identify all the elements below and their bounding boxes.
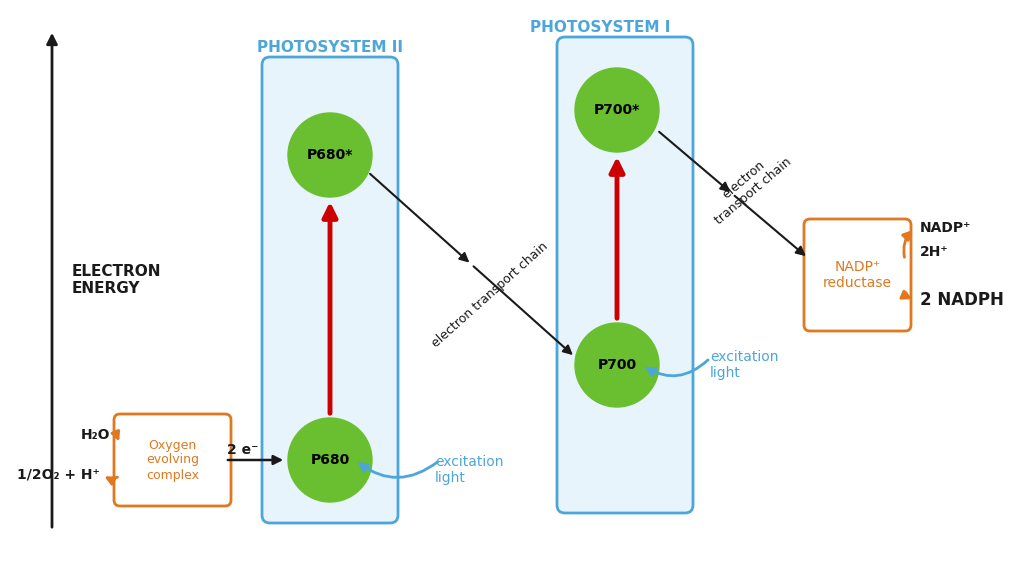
Text: NADP⁺: NADP⁺ (920, 221, 972, 235)
Text: electron
transport chain: electron transport chain (702, 143, 794, 226)
Text: excitation
light: excitation light (435, 455, 504, 485)
Text: 1/2O₂ + H⁺: 1/2O₂ + H⁺ (17, 468, 100, 482)
Text: H₂O: H₂O (81, 428, 110, 442)
Circle shape (575, 323, 659, 407)
Text: excitation
light: excitation light (710, 350, 778, 380)
Text: Oxygen
evolving
complex: Oxygen evolving complex (146, 438, 199, 482)
Circle shape (288, 418, 372, 502)
Text: P680: P680 (310, 453, 349, 467)
Text: PHOTOSYSTEM II: PHOTOSYSTEM II (257, 40, 403, 55)
FancyBboxPatch shape (804, 219, 911, 331)
Text: P700: P700 (597, 358, 637, 372)
Text: P700*: P700* (594, 103, 640, 117)
Text: PHOTOSYSTEM I: PHOTOSYSTEM I (529, 20, 670, 35)
Circle shape (575, 68, 659, 152)
FancyBboxPatch shape (557, 37, 693, 513)
Text: 2 NADPH: 2 NADPH (920, 291, 1004, 309)
Text: 2 e⁻: 2 e⁻ (227, 443, 259, 457)
Text: electron transport chain: electron transport chain (429, 240, 551, 350)
Circle shape (288, 113, 372, 197)
FancyBboxPatch shape (262, 57, 398, 523)
Text: NADP⁺
reductase: NADP⁺ reductase (823, 260, 892, 290)
FancyBboxPatch shape (114, 414, 231, 506)
Text: P680*: P680* (307, 148, 353, 162)
Text: ELECTRON
ENERGY: ELECTRON ENERGY (72, 264, 162, 296)
Text: 2H⁺: 2H⁺ (920, 245, 948, 259)
